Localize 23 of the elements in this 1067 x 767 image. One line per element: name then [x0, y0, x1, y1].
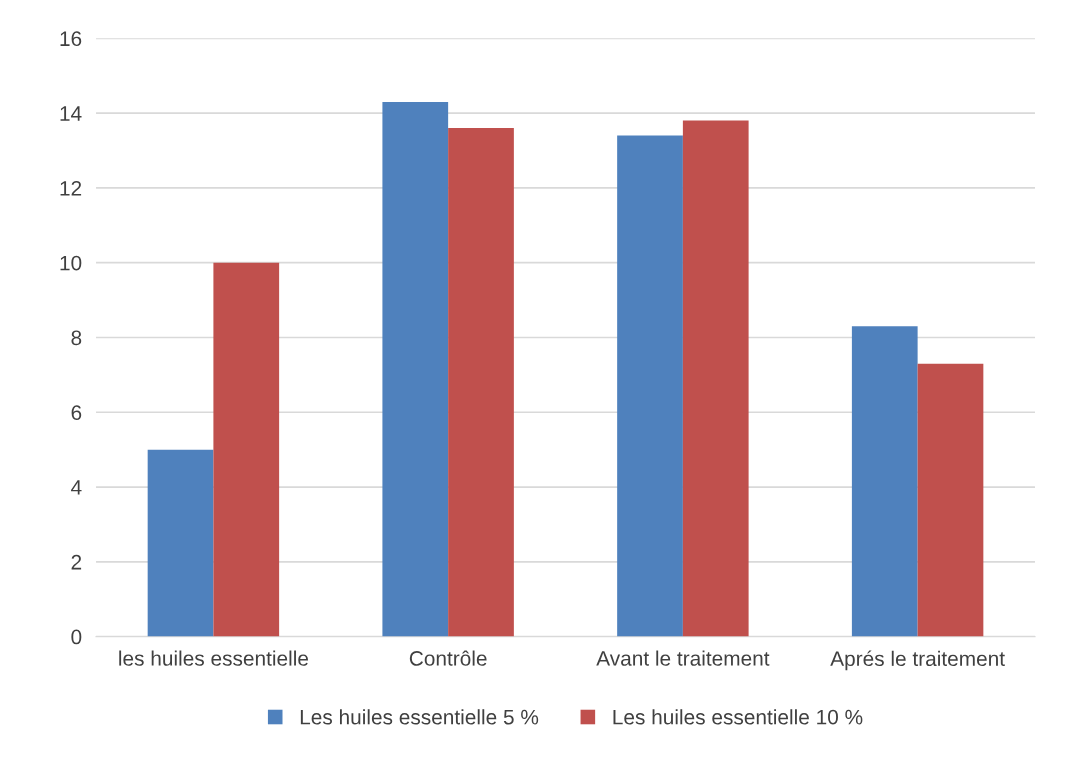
bar	[682, 120, 749, 637]
bar	[917, 363, 984, 637]
y-tick-label: 4	[71, 480, 82, 495]
bar	[213, 262, 280, 637]
legend-label: Les huiles essentielle 10 %	[613, 709, 863, 725]
y-tick-label: 14	[60, 106, 82, 121]
y-tick-label: 12	[60, 180, 82, 196]
x-tick-label: Avant le traitement	[596, 650, 770, 666]
y-tick-label: 8	[71, 330, 82, 346]
y-tick-label: 0	[71, 629, 82, 645]
x-tick-label: Contrôle	[409, 650, 487, 666]
y-tick-label: 16	[60, 31, 82, 47]
bar	[851, 326, 918, 637]
bar	[617, 135, 683, 637]
y-tick-label: 6	[71, 405, 82, 421]
bar	[147, 449, 214, 637]
bar	[448, 128, 514, 637]
x-tick-label: Aprés le traitement	[830, 650, 1005, 671]
bar	[382, 101, 449, 637]
legend-label: Les huiles essentielle 5 %	[300, 709, 539, 725]
y-tick-label: 2	[71, 554, 82, 570]
x-tick-label: les huiles essentielle	[119, 650, 309, 666]
y-tick-label: 10	[60, 255, 82, 271]
